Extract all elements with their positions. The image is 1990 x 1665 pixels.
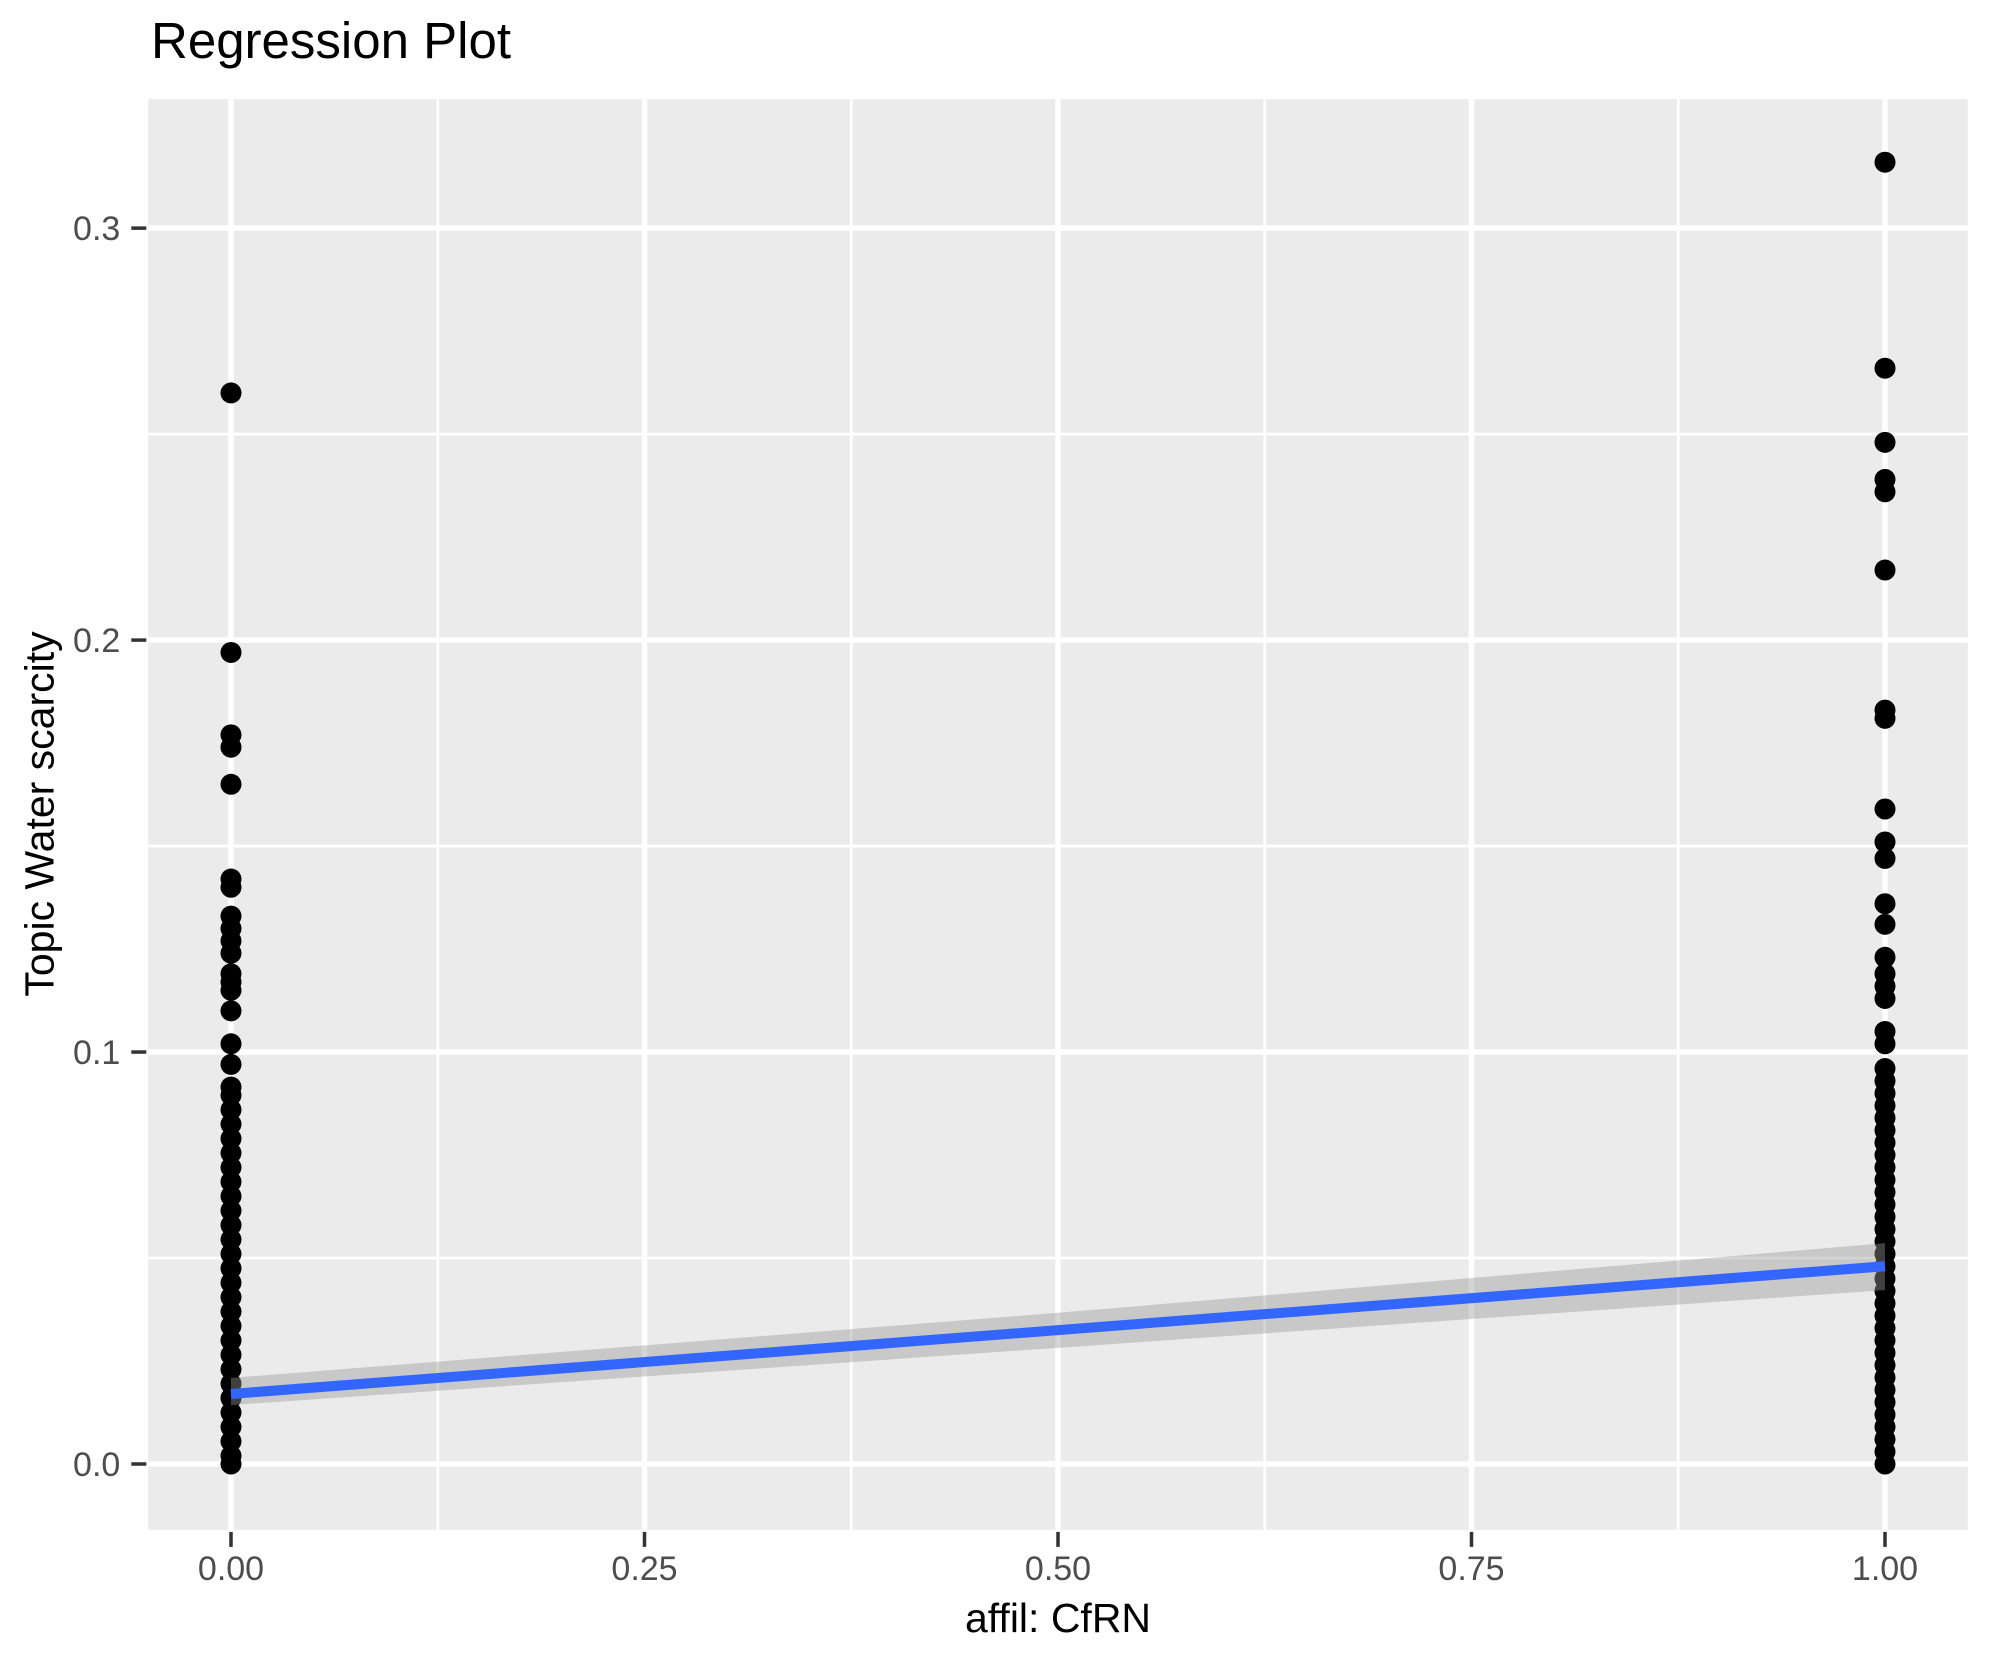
data-point bbox=[220, 1344, 242, 1366]
data-point bbox=[220, 1099, 242, 1121]
data-point bbox=[220, 876, 242, 898]
data-point bbox=[220, 1200, 242, 1222]
data-point bbox=[1874, 481, 1896, 503]
data-point bbox=[220, 1301, 242, 1323]
data-point bbox=[1874, 559, 1896, 581]
y-tick-label: 0.2 bbox=[73, 622, 120, 660]
data-point bbox=[1874, 893, 1896, 915]
data-point bbox=[220, 736, 242, 758]
data-point bbox=[220, 1315, 242, 1337]
x-tick-label: 0.00 bbox=[198, 1550, 264, 1588]
data-point bbox=[1874, 987, 1896, 1009]
data-point bbox=[220, 1286, 242, 1308]
data-point bbox=[220, 1113, 242, 1135]
plot-title: Regression Plot bbox=[151, 12, 512, 69]
data-point bbox=[220, 1430, 242, 1452]
data-point bbox=[220, 1329, 242, 1351]
data-point bbox=[220, 942, 242, 964]
data-point bbox=[220, 1000, 242, 1022]
data-point bbox=[1874, 847, 1896, 869]
data-point bbox=[220, 1033, 242, 1055]
regression-line bbox=[230, 1261, 1886, 1399]
data-point bbox=[220, 1084, 242, 1106]
y-tick-label: 0.0 bbox=[73, 1446, 120, 1484]
data-point bbox=[220, 979, 242, 1001]
data-point bbox=[220, 1257, 242, 1279]
data-point bbox=[220, 1453, 242, 1475]
data-point bbox=[1874, 1453, 1896, 1475]
data-point bbox=[1874, 151, 1896, 173]
y-tick-label: 0.1 bbox=[73, 1034, 120, 1072]
data-point bbox=[220, 773, 242, 795]
data-point bbox=[220, 1185, 242, 1207]
x-tick-label: 0.75 bbox=[1438, 1550, 1504, 1588]
data-point bbox=[1874, 913, 1896, 935]
data-point bbox=[1874, 357, 1896, 379]
data-point bbox=[220, 1142, 242, 1164]
data-point bbox=[220, 1228, 242, 1250]
data-point bbox=[1874, 431, 1896, 453]
x-tick-label: 1.00 bbox=[1852, 1550, 1918, 1588]
data-point bbox=[220, 1416, 242, 1438]
data-point bbox=[1874, 707, 1896, 729]
x-tick-label: 0.25 bbox=[611, 1550, 677, 1588]
data-point bbox=[220, 1156, 242, 1178]
data-point bbox=[1874, 1033, 1896, 1055]
data-point bbox=[220, 1171, 242, 1193]
data-point bbox=[220, 382, 242, 404]
data-point bbox=[1874, 946, 1896, 968]
data-point bbox=[220, 1401, 242, 1423]
y-tick-label: 0.3 bbox=[73, 210, 120, 248]
data-point bbox=[220, 1214, 242, 1236]
data-point bbox=[220, 1358, 242, 1380]
data-point bbox=[1874, 831, 1896, 853]
data-point bbox=[220, 1243, 242, 1265]
data-point bbox=[220, 641, 242, 663]
data-point bbox=[220, 1053, 242, 1075]
data-point bbox=[1874, 798, 1896, 820]
x-axis-title: affil: CfRN bbox=[964, 1595, 1152, 1641]
data-point bbox=[220, 1128, 242, 1150]
x-tick-label: 0.50 bbox=[1025, 1550, 1091, 1588]
data-point bbox=[220, 1272, 242, 1294]
